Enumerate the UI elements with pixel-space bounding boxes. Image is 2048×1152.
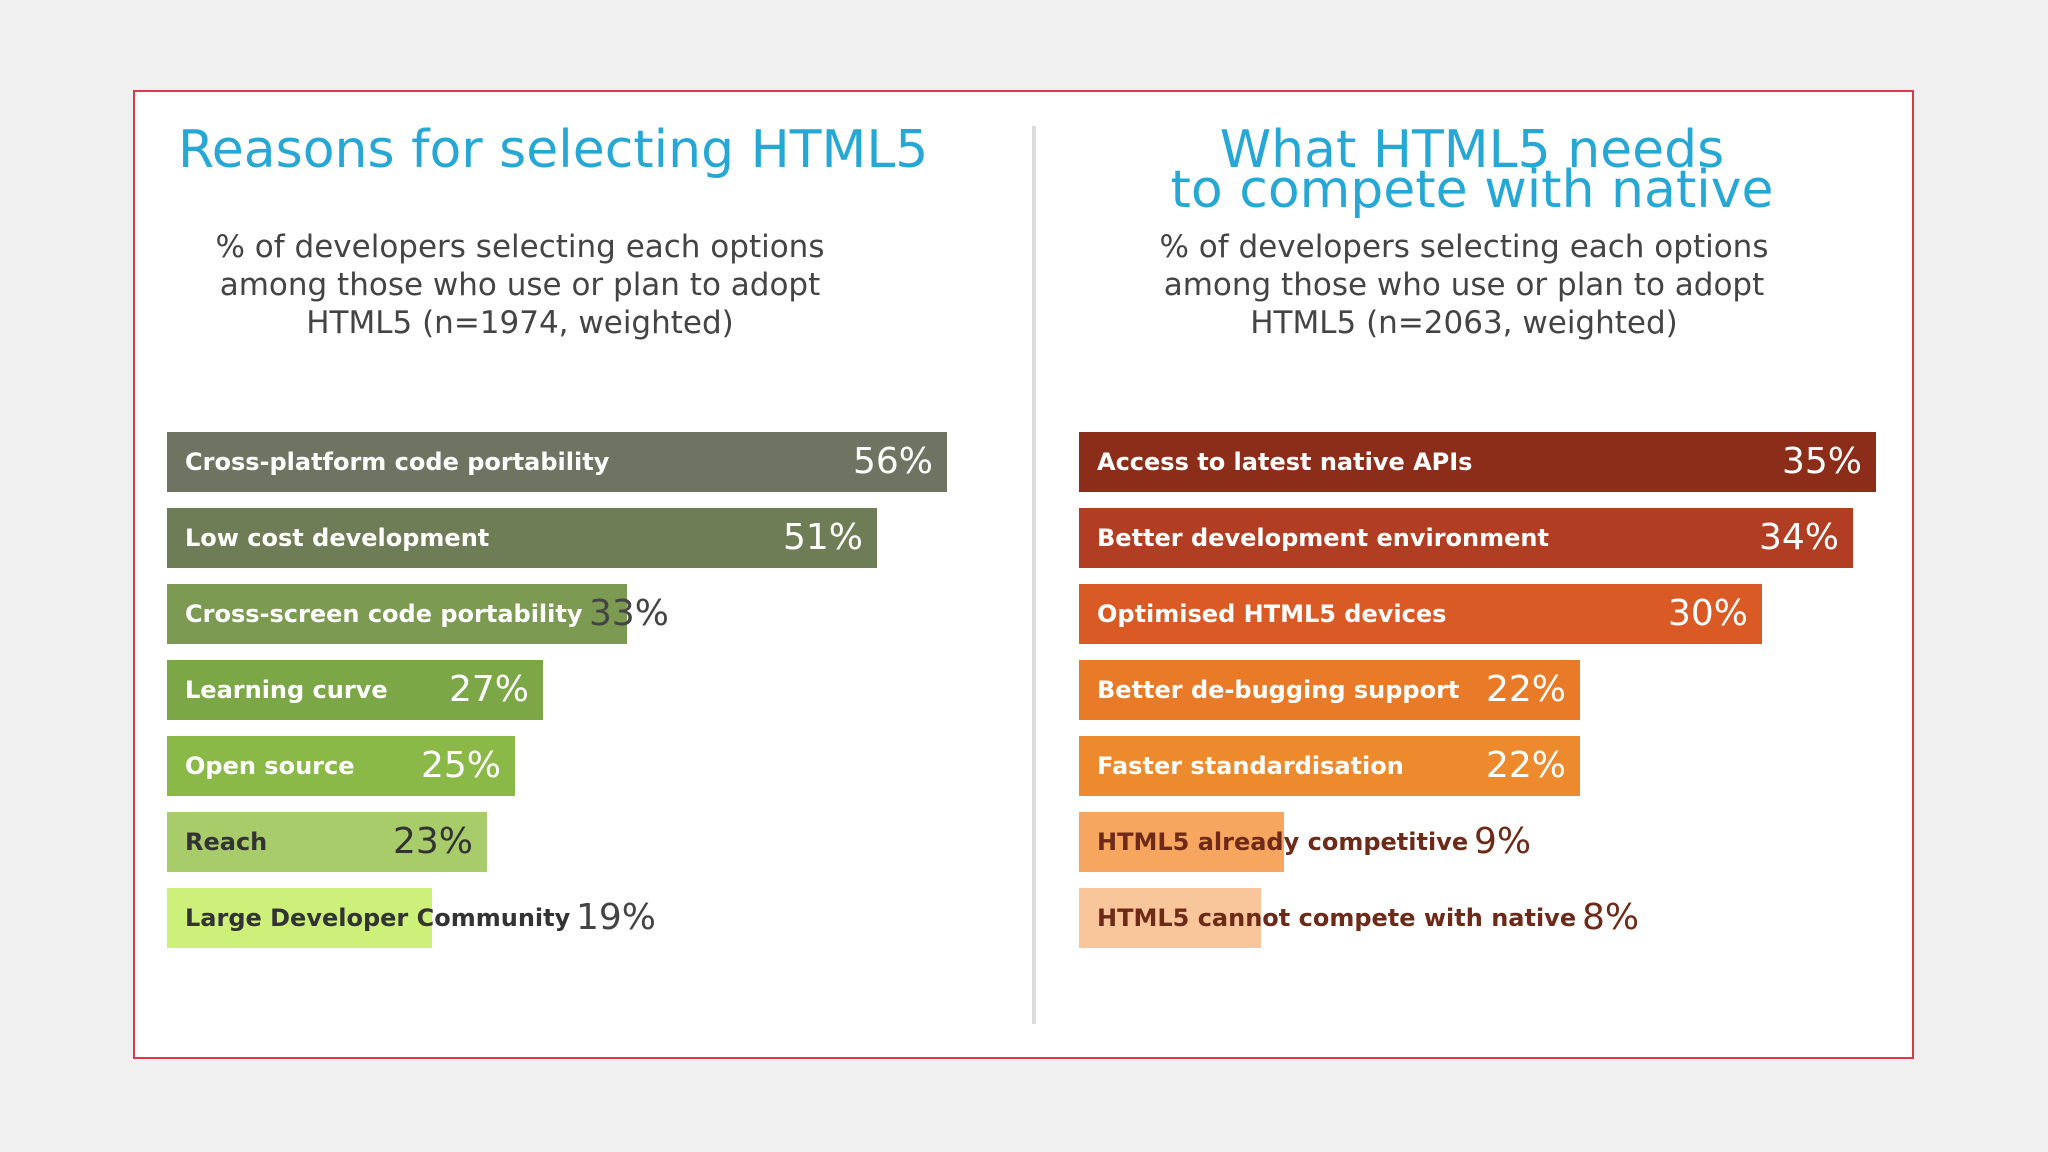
left-bar xyxy=(167,888,432,948)
right-bar xyxy=(1079,736,1580,796)
left-bar xyxy=(167,736,515,796)
left-bar xyxy=(167,660,543,720)
left-chart-subtitle: % of developers selecting each options a… xyxy=(170,228,870,342)
right-bar-label: Better de-bugging support xyxy=(1097,676,1460,704)
left-title-line: Reasons for selecting HTML5 xyxy=(178,120,929,180)
left-bar-value-label: 19% xyxy=(576,897,657,938)
left-bar-value-label: 23% xyxy=(393,821,474,862)
left-subtitle-line-1: % of developers selecting each options xyxy=(215,229,825,265)
left-bar-value-label: 27% xyxy=(449,669,530,710)
right-title-line-1: What HTML5 needs xyxy=(1219,120,1725,180)
right-title-line-2: to compete with native xyxy=(1170,160,1774,220)
right-bar-value-label: 22% xyxy=(1486,669,1567,710)
left-bar-label: Open source xyxy=(185,752,355,780)
left-bar-value-label: 51% xyxy=(783,517,864,558)
left-bar xyxy=(167,812,487,872)
left-chart-title: Reasons for selecting HTML5 xyxy=(178,120,929,180)
right-bar xyxy=(1079,432,1876,492)
left-bar-label: Reach xyxy=(185,828,268,856)
right-bar-label: Faster standardisation xyxy=(1097,752,1404,780)
right-bar xyxy=(1079,508,1853,568)
left-subtitle-line-2: among those who use or plan to adopt xyxy=(219,267,821,303)
left-bar-label: Low cost development xyxy=(185,524,490,552)
left-subtitle-line-3: HTML5 (n=1974, weighted) xyxy=(306,305,734,341)
right-bar xyxy=(1079,812,1284,872)
left-bar xyxy=(167,508,877,568)
right-subtitle-line-3: HTML5 (n=2063, weighted) xyxy=(1250,305,1678,341)
right-bar-value-label: 35% xyxy=(1782,441,1863,482)
left-bar-label: Cross-platform code portability xyxy=(185,448,610,476)
right-subtitle-line-2: among those who use or plan to adopt xyxy=(1163,267,1765,303)
right-chart-title: What HTML5 needs to compete with native xyxy=(1122,120,1822,220)
left-bar-label: Cross-screen code portability xyxy=(185,600,583,628)
right-bar-label: Optimised HTML5 devices xyxy=(1097,600,1447,628)
right-bar-value-label: 34% xyxy=(1759,517,1840,558)
right-bar-value-label: 9% xyxy=(1474,821,1532,862)
right-bar xyxy=(1079,660,1580,720)
left-bar-value-label: 25% xyxy=(421,745,502,786)
right-bar-label: Better development environment xyxy=(1097,524,1549,552)
left-bar-value-label: 56% xyxy=(853,441,934,482)
right-subtitle-line-1: % of developers selecting each options xyxy=(1159,229,1769,265)
left-bar xyxy=(167,584,627,644)
right-bar-value-label: 8% xyxy=(1582,897,1640,938)
right-bar xyxy=(1079,888,1261,948)
right-bar-label: HTML5 cannot compete with native xyxy=(1097,904,1577,932)
right-bar xyxy=(1079,584,1762,644)
left-bar-value-label: 33% xyxy=(589,593,670,634)
right-bar-label: HTML5 already competitive xyxy=(1097,828,1469,856)
right-chart-subtitle: % of developers selecting each options a… xyxy=(1114,228,1814,342)
left-bar-label: Learning curve xyxy=(185,676,388,704)
left-bar-label: Large Developer Community xyxy=(185,904,571,932)
panel-divider xyxy=(1032,126,1036,1024)
right-bar-label: Access to latest native APIs xyxy=(1097,448,1473,476)
right-bar-value-label: 22% xyxy=(1486,745,1567,786)
right-bar-value-label: 30% xyxy=(1668,593,1749,634)
left-bar xyxy=(167,432,947,492)
